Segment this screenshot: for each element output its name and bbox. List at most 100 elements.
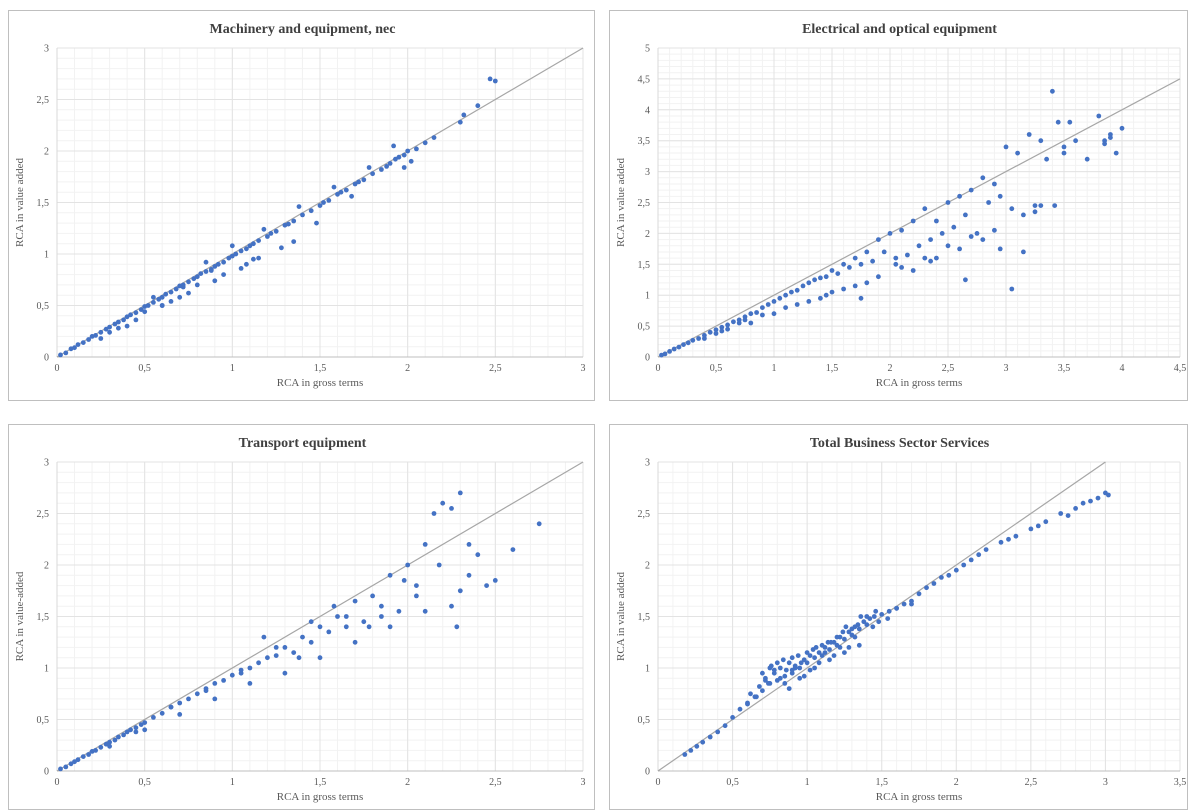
data-point bbox=[291, 218, 297, 224]
data-point bbox=[466, 572, 472, 578]
data-point bbox=[1006, 536, 1011, 542]
data-point bbox=[387, 572, 393, 578]
data-point bbox=[742, 317, 748, 323]
y-tick-label: 3 bbox=[645, 458, 650, 469]
data-point bbox=[98, 329, 104, 335]
data-point bbox=[431, 511, 437, 516]
y-tick-label: 0 bbox=[645, 353, 650, 364]
data-point bbox=[177, 700, 183, 706]
data-point bbox=[840, 629, 846, 635]
data-point bbox=[681, 342, 686, 347]
scatter-plot-business-services: Total Business Sector Services 0 0,5 1 1,5 2 2… bbox=[615, 436, 1187, 803]
data-point bbox=[229, 672, 235, 678]
data-point bbox=[671, 346, 677, 352]
data-point bbox=[98, 336, 104, 341]
data-point bbox=[492, 78, 498, 84]
data-point bbox=[992, 227, 997, 233]
data-point bbox=[396, 608, 402, 614]
data-point bbox=[797, 675, 803, 681]
x-tick-label: 1,5 bbox=[875, 777, 888, 788]
data-point bbox=[107, 739, 112, 745]
data-point bbox=[876, 274, 881, 280]
data-point bbox=[107, 324, 112, 330]
data-point bbox=[265, 655, 270, 661]
x-tick-label: 2 bbox=[888, 363, 893, 374]
data-point bbox=[916, 591, 922, 597]
data-point bbox=[822, 650, 828, 655]
data-point bbox=[208, 268, 214, 273]
data-point bbox=[151, 294, 156, 300]
data-point bbox=[408, 158, 414, 164]
data-point bbox=[475, 552, 481, 558]
data-point bbox=[1043, 519, 1049, 525]
data-point bbox=[887, 231, 893, 236]
data-point bbox=[819, 642, 825, 648]
data-point bbox=[335, 614, 340, 619]
data-point bbox=[835, 271, 841, 276]
data-point bbox=[998, 539, 1004, 545]
data-point bbox=[265, 234, 270, 239]
data-point bbox=[58, 352, 63, 358]
x-tick-label: 2,5 bbox=[489, 777, 502, 788]
data-point bbox=[461, 112, 467, 118]
data-point bbox=[968, 557, 974, 563]
data-point bbox=[682, 752, 688, 757]
data-point bbox=[886, 608, 892, 614]
data-point bbox=[707, 734, 713, 740]
data-point bbox=[922, 255, 928, 261]
data-point bbox=[1061, 144, 1067, 150]
data-point bbox=[457, 119, 463, 125]
data-point bbox=[151, 715, 156, 720]
data-point bbox=[300, 212, 305, 218]
data-point bbox=[774, 660, 780, 666]
data-point bbox=[291, 239, 297, 245]
data-point bbox=[194, 691, 200, 697]
data-point bbox=[870, 258, 875, 264]
data-point bbox=[798, 660, 804, 666]
data-point bbox=[314, 220, 319, 226]
data-point bbox=[760, 688, 765, 694]
data-point bbox=[812, 655, 817, 661]
data-point bbox=[719, 328, 725, 334]
y-tick-label: 3 bbox=[44, 44, 49, 55]
data-point bbox=[422, 608, 428, 614]
data-point bbox=[876, 619, 882, 625]
data-point bbox=[300, 634, 305, 640]
data-point bbox=[186, 696, 191, 702]
data-point bbox=[475, 103, 481, 109]
data-point bbox=[343, 624, 349, 630]
data-point bbox=[1073, 138, 1078, 144]
y-tick-label: 3 bbox=[645, 167, 650, 178]
y-tick-label: 2 bbox=[645, 229, 650, 240]
data-point bbox=[961, 562, 967, 568]
data-point bbox=[247, 681, 253, 686]
scatter-plot-electrical: Electrical and optical equipment 0 0,5 1 1,5… bbox=[615, 22, 1186, 389]
data-point bbox=[159, 303, 165, 308]
data-point bbox=[861, 619, 867, 625]
data-point bbox=[145, 303, 151, 308]
data-point bbox=[707, 329, 713, 335]
data-point bbox=[1108, 135, 1113, 140]
data-point bbox=[812, 277, 817, 283]
data-point bbox=[1013, 533, 1019, 539]
data-point bbox=[379, 614, 384, 619]
data-point bbox=[296, 204, 302, 210]
x-tick-label: 3 bbox=[1004, 363, 1009, 374]
y-tick-label: 0 bbox=[44, 353, 49, 364]
data-point bbox=[864, 622, 870, 628]
data-point bbox=[1095, 495, 1101, 501]
data-point bbox=[777, 675, 783, 681]
data-point bbox=[760, 312, 765, 318]
x-tick-label: 1,5 bbox=[826, 363, 839, 374]
data-point bbox=[142, 720, 148, 725]
data-point bbox=[370, 593, 375, 599]
data-point bbox=[72, 759, 77, 765]
data-point bbox=[212, 278, 218, 284]
data-point bbox=[156, 296, 162, 302]
y-tick-label: 2,5 bbox=[638, 198, 651, 209]
x-tick-label: 3,5 bbox=[1174, 777, 1187, 788]
y-tick-label: 3 bbox=[44, 458, 49, 469]
x-tick-label: 0 bbox=[656, 363, 661, 374]
data-point bbox=[760, 305, 765, 310]
data-point bbox=[1061, 150, 1067, 156]
